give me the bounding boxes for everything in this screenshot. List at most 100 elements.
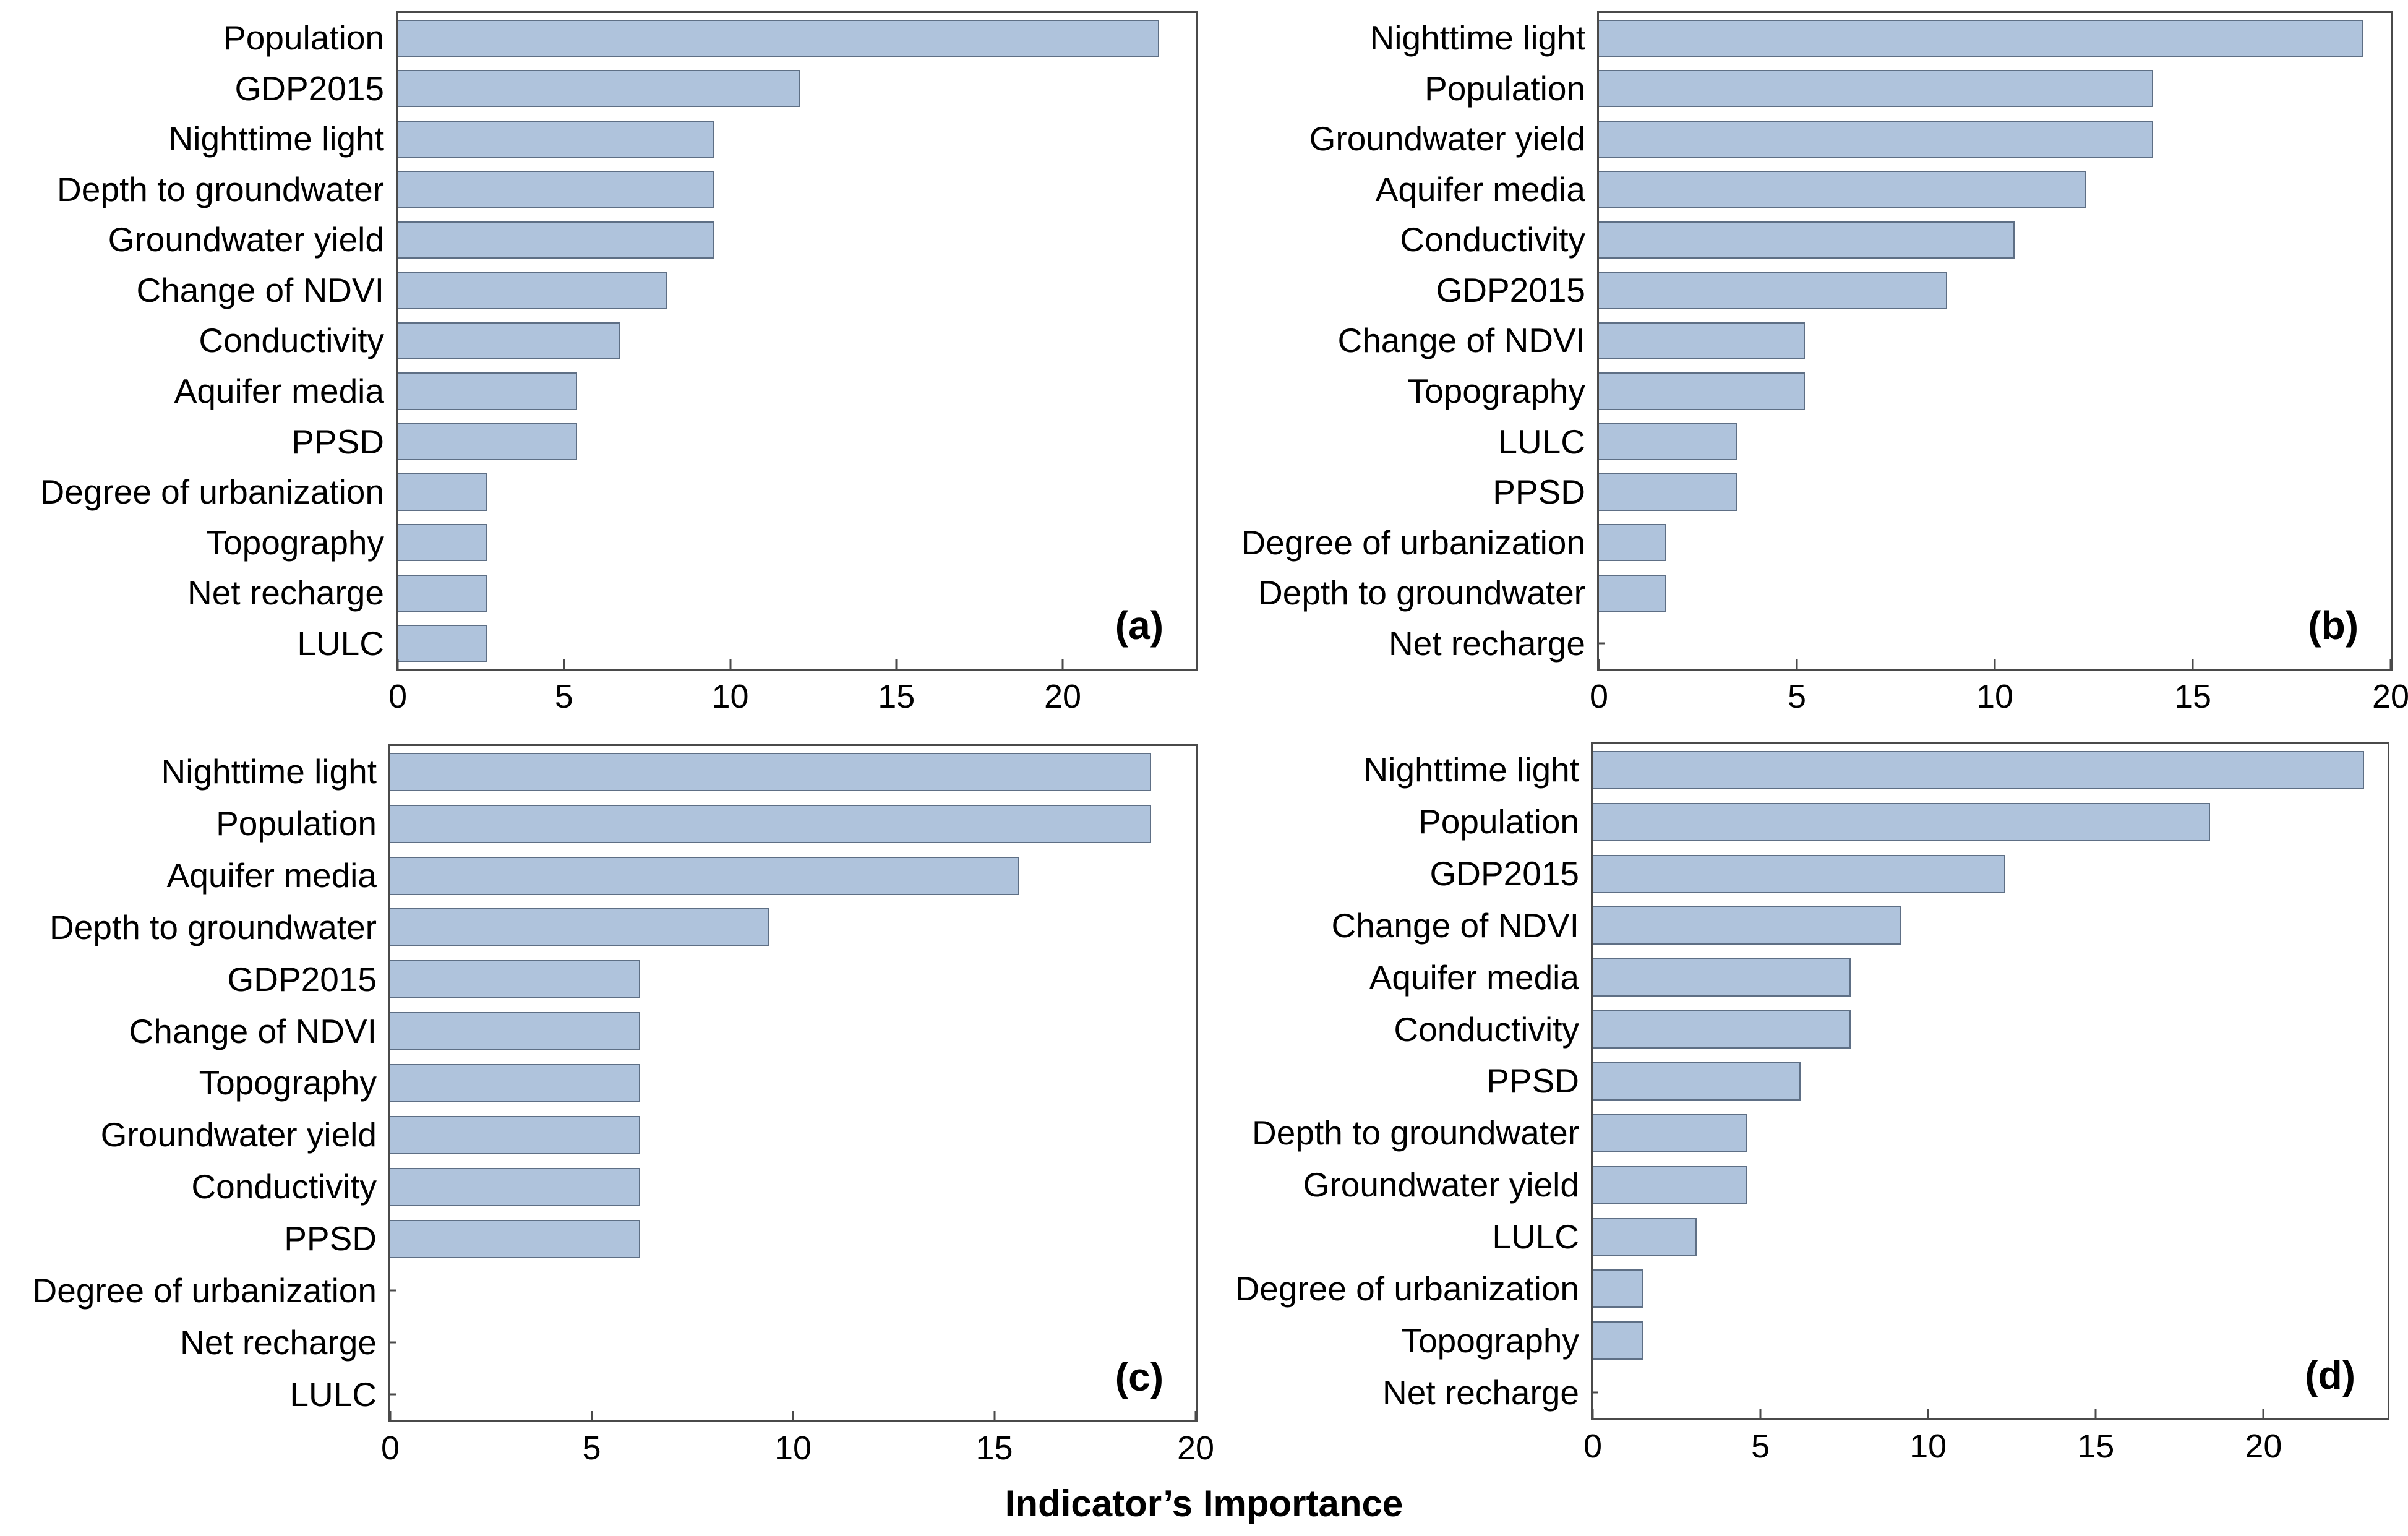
bar-row [398, 315, 1196, 366]
x-tick-label: 20 [1176, 1430, 1215, 1467]
bar-row [1599, 265, 2391, 316]
x-tick-mark [1598, 659, 1600, 669]
bar-row [390, 746, 1196, 798]
bar [1599, 272, 1948, 309]
category-label: Topography [1401, 1321, 1579, 1360]
category-label: Aquifer media [174, 371, 384, 410]
bar-row [398, 13, 1196, 64]
bar-row [390, 953, 1196, 1005]
category-label: Depth to groundwater [49, 907, 377, 946]
category-label: GDP2015 [234, 69, 384, 108]
category-label: Population [1418, 802, 1579, 841]
category-label: Nighttime light [1369, 19, 1585, 58]
category-label: Change of NDVI [1337, 321, 1586, 360]
x-tick-label: 10 [1976, 678, 2014, 715]
bar-row [1593, 1107, 2388, 1159]
panel-letter-b: (b) [2308, 603, 2359, 648]
bar [398, 423, 578, 461]
bar [1599, 322, 1805, 360]
category-label: Net recharge [1382, 1373, 1579, 1412]
x-tick-label: 5 [1787, 678, 1807, 715]
category-label: LULC [1492, 1217, 1579, 1256]
x-tick-mark [389, 1411, 392, 1420]
panel-letter-c: (c) [1115, 1355, 1163, 1399]
bar [1593, 906, 1901, 945]
category-label: Degree of urbanization [1235, 1269, 1579, 1308]
category-label: Degree of urbanization [40, 473, 384, 512]
x-tick-mark [1927, 1409, 1929, 1418]
x-tick-label: 5 [1751, 1428, 1770, 1465]
category-label: Depth to groundwater [57, 169, 384, 208]
bar [1593, 1062, 1801, 1101]
category-label: Net recharge [1389, 624, 1585, 663]
category-tick [1599, 642, 1605, 645]
panel-a-plot: Population GDP2015 Nighttime light Depth to… [40, 11, 1198, 713]
category-label: Nighttime light [1363, 750, 1579, 789]
bar-row [390, 1161, 1196, 1213]
bar [1593, 1269, 1643, 1308]
category-label: Groundwater yield [108, 220, 384, 259]
category-label: GDP2015 [227, 959, 377, 998]
bar-row [390, 1109, 1196, 1161]
bar-row [1593, 1315, 2388, 1367]
bar-row [398, 618, 1196, 669]
x-tick-mark [895, 659, 898, 669]
x-tick-mark [1592, 1409, 1594, 1418]
x-tick-label: 20 [2245, 1428, 2282, 1465]
bar-row [398, 568, 1196, 619]
bars-area [398, 13, 1196, 669]
category-label: LULC [1498, 422, 1585, 461]
category-label: Degree of urbanization [32, 1271, 377, 1310]
x-tick-mark [993, 1411, 995, 1420]
category-label: LULC [297, 624, 384, 663]
x-tick-label: 15 [2077, 1428, 2115, 1465]
bar [1593, 750, 2365, 789]
bar-row [1593, 1003, 2388, 1055]
bar-row [1599, 64, 2391, 114]
bar [398, 473, 488, 511]
category-label: Population [1425, 69, 1585, 108]
bar-row [390, 1057, 1196, 1109]
bar-row [390, 1005, 1196, 1057]
category-label: GDP2015 [1429, 854, 1579, 893]
x-tick-label: 20 [2372, 678, 2408, 715]
category-label: Degree of urbanization [1241, 523, 1585, 562]
bar-row [398, 467, 1196, 518]
category-label: Change of NDVI [129, 1011, 377, 1050]
category-label: Conductivity [199, 321, 384, 360]
category-label: GDP2015 [1436, 270, 1585, 309]
x-tick-mark [1759, 1409, 1762, 1418]
x-tick-label: 0 [380, 1430, 400, 1467]
bar-row [1599, 114, 2391, 165]
bar-row [398, 114, 1196, 165]
bar-row [1593, 1055, 2388, 1107]
x-tick-mark [1796, 659, 1798, 669]
bar-row [390, 1213, 1196, 1265]
bar [390, 856, 1019, 895]
x-tick-label: 20 [1043, 678, 1082, 715]
bar [1593, 1217, 1697, 1256]
category-label: Groundwater yield [1303, 1165, 1579, 1204]
bar [1599, 70, 2153, 108]
x-tick-label: 5 [582, 1430, 601, 1467]
bar-row [1599, 165, 2391, 215]
bar-row [398, 64, 1196, 114]
bar [398, 574, 488, 612]
bar [1593, 802, 2210, 841]
category-label: Topography [1407, 371, 1585, 410]
x-tick-mark [2262, 1409, 2264, 1418]
panel-c-plot: Nighttime light Population Aquifer media De… [33, 744, 1214, 1465]
bar [1593, 854, 2005, 893]
bar-row [390, 902, 1196, 954]
category-label: Aquifer media [1375, 169, 1585, 208]
bar-row [398, 416, 1196, 467]
bar-row [390, 798, 1196, 850]
x-tick-label: 15 [878, 678, 915, 715]
bar-row [1593, 1211, 2388, 1263]
x-tick-mark [2094, 1409, 2097, 1418]
x-tick-mark [1994, 659, 1996, 669]
category-label: Nighttime light [168, 119, 384, 158]
bar [1599, 221, 2015, 259]
x-tick-label: 5 [554, 678, 573, 715]
